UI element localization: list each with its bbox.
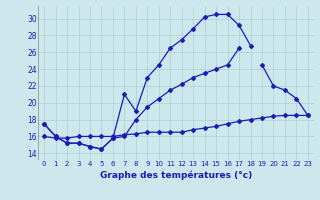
X-axis label: Graphe des températures (°c): Graphe des températures (°c) xyxy=(100,170,252,180)
